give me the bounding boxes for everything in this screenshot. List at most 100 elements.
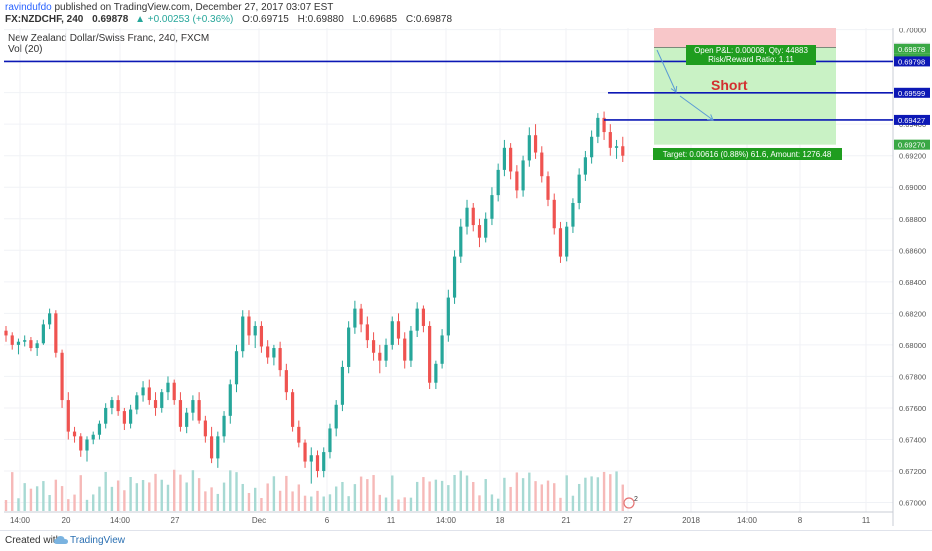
price-axis-badge: [894, 87, 930, 98]
y-tick-label: 0.68800: [899, 215, 926, 224]
event-marker-icon: [623, 497, 635, 509]
candle-body: [290, 392, 295, 427]
volume-bar: [577, 483, 581, 511]
price-chart[interactable]: 0.700000.698000.696000.694000.692000.690…: [0, 26, 932, 528]
volume-bar: [341, 481, 344, 511]
arrow-1-head: [670, 85, 678, 93]
volume-bar: [334, 486, 338, 511]
volume-bar: [465, 475, 469, 511]
series-legend: New Zealand Dollar/Swiss Franc, 240, FXC…: [8, 33, 210, 44]
candle-body: [384, 344, 388, 361]
candle-body: [41, 324, 45, 344]
volume-bar: [546, 480, 550, 511]
volume-bar: [173, 469, 176, 511]
candle-body: [365, 324, 369, 341]
candle-body: [359, 308, 363, 325]
candle-body: [334, 404, 338, 429]
volume-bar: [596, 477, 600, 511]
candle-body: [172, 382, 176, 401]
short-annotation: Short: [711, 77, 748, 93]
y-tick-label: 0.67400: [899, 435, 926, 444]
arrow-2-head: [706, 114, 714, 121]
candle-body: [66, 400, 70, 432]
candle-body: [403, 338, 407, 361]
candle-body: [147, 387, 151, 401]
candle-body: [590, 136, 594, 158]
candle-body: [197, 400, 201, 421]
volume-bar: [222, 482, 226, 511]
volume-bar: [135, 483, 139, 511]
x-tick-label: 8: [798, 516, 803, 525]
candle-body: [484, 218, 488, 238]
publish-info: published on TradingView.com, December 2…: [54, 2, 334, 13]
candle-body: [228, 384, 232, 416]
volume-bar: [141, 480, 145, 511]
candle-body: [222, 415, 226, 437]
volume-bar: [384, 497, 388, 511]
candle-body: [297, 426, 301, 443]
candle-body: [72, 431, 77, 437]
low-value: L:0.69685: [352, 14, 398, 25]
candle-body: [203, 420, 207, 437]
candle-body: [440, 335, 444, 364]
volume-bar: [116, 480, 120, 511]
x-tick-label: Dec: [252, 516, 266, 525]
candle-body: [546, 176, 550, 200]
tradingview-cloud-icon: [54, 536, 68, 544]
y-tick-label: 0.68000: [899, 341, 926, 350]
volume-bar: [534, 481, 537, 511]
symbol-line: FX:NZDCHF, 240 0.69878 ▲ +0.00253 (+0.36…: [5, 14, 452, 25]
candle-body: [509, 147, 513, 172]
candle-body: [621, 146, 625, 156]
candle-body: [104, 407, 108, 424]
candle-body: [216, 436, 220, 459]
candle-body: [29, 340, 33, 349]
candle-body: [328, 428, 332, 453]
candle-body: [35, 343, 39, 349]
candle-body: [85, 439, 89, 451]
tradingview-brand[interactable]: TradingView: [70, 535, 126, 546]
volume-bar: [179, 474, 182, 511]
x-tick-label: 27: [171, 516, 180, 525]
candle-body: [10, 335, 14, 345]
volume-bar: [322, 496, 325, 511]
volume-bar: [397, 499, 400, 511]
candle-body: [315, 455, 320, 472]
price-axis-label: 0.69270: [898, 141, 925, 150]
candle-body: [129, 409, 133, 424]
author-link[interactable]: ravindufdo: [5, 2, 52, 13]
candle-body: [614, 146, 619, 148]
candle-body: [565, 226, 569, 257]
footer: Created with TradingView: [0, 530, 932, 551]
volume-bar: [154, 473, 157, 511]
created-with-label: Created with: [5, 535, 62, 546]
volume-bar: [359, 476, 363, 511]
chart-area[interactable]: 0.700000.698000.696000.694000.692000.690…: [0, 26, 932, 528]
target-label: Target: 0.00616 (0.88%) 61.6, Amount: 12…: [663, 150, 832, 159]
y-tick-label: 0.67600: [899, 404, 926, 413]
publish-line: ravindufdo published on TradingView.com,…: [5, 2, 333, 13]
x-tick-label: 6: [325, 516, 330, 525]
price-axis-label: 0.69427: [898, 116, 925, 125]
volume-bar: [553, 483, 556, 511]
candle-body: [191, 400, 195, 413]
volume-bar: [621, 484, 624, 511]
candle-body: [396, 321, 401, 339]
candle-body: [390, 321, 394, 345]
volume-bar: [378, 494, 381, 511]
candle-body: [303, 442, 307, 462]
candle-body: [209, 436, 214, 459]
candle-body: [502, 147, 506, 170]
volume-bar: [472, 482, 475, 511]
volume-bar: [285, 475, 288, 511]
volume-bar: [509, 486, 512, 511]
volume-bar: [297, 484, 301, 511]
volume-bar: [609, 474, 612, 511]
volume-bar: [453, 474, 456, 511]
volume-bar: [160, 479, 163, 511]
candle-body: [596, 117, 600, 137]
y-tick-label: 0.68200: [899, 309, 926, 318]
volume-bar: [17, 498, 20, 511]
price-axis-badge: [894, 43, 930, 54]
candle-body: [79, 436, 83, 451]
